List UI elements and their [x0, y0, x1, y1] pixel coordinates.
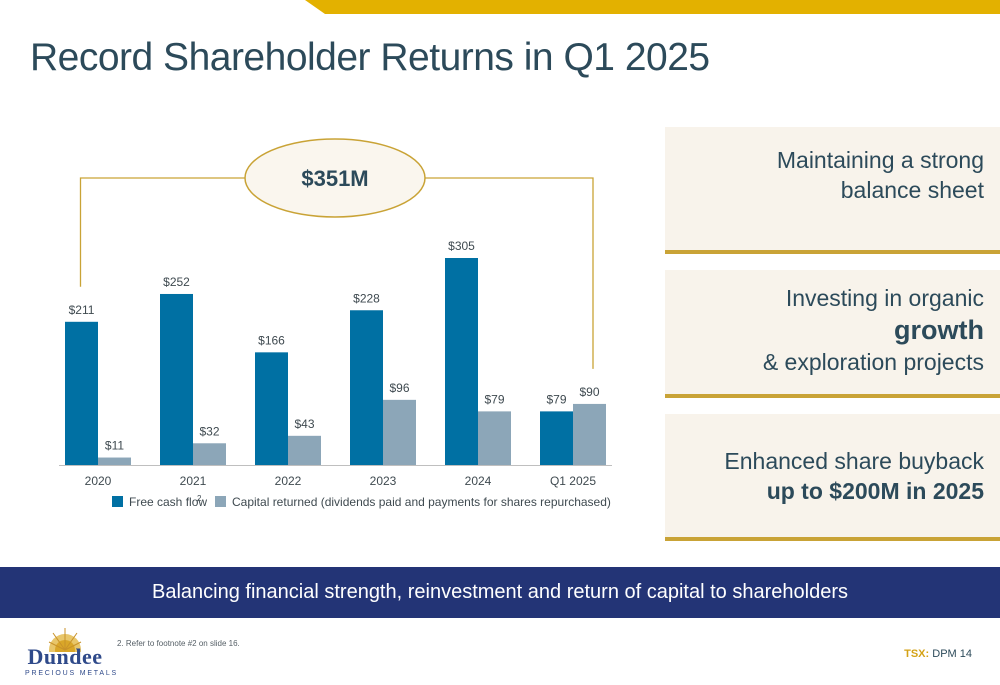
ticker-label: TSX: [904, 648, 930, 660]
panel-divider [665, 537, 1000, 541]
logo-subtitle: PRECIOUS METALS [25, 670, 118, 677]
sun-emblem-icon [48, 628, 82, 652]
x-tick-label-1: 2021 [180, 474, 207, 488]
callout-bracket-left [79, 177, 245, 287]
x-tick-label-2: 2022 [275, 474, 302, 488]
top-accent-bar [305, 0, 1000, 14]
bar-fcf-2 [255, 352, 288, 465]
total-callout-ellipse [244, 138, 426, 218]
data-label-capital-4: $79 [484, 392, 504, 406]
data-label-capital-2: $43 [294, 417, 314, 431]
bar-capital-0 [98, 457, 131, 465]
bar-fcf-1 [160, 293, 193, 465]
bar-fcf-4 [445, 258, 478, 465]
data-label-fcf-5: $79 [546, 392, 566, 406]
callout-bracket-right [425, 177, 594, 369]
legend-label-fcf: Free cash flow [129, 495, 207, 509]
bar-capital-2 [288, 435, 321, 465]
panel-share-buyback: Enhanced share buyback up to $200M in 20… [665, 414, 1000, 541]
legend-superscript: 2 [197, 494, 202, 503]
data-label-fcf-3: $228 [353, 291, 380, 305]
panel-1-line-1: Maintaining a strong [776, 147, 984, 173]
panel-organic-growth: Investing in organic growth & exploratio… [665, 270, 1000, 398]
x-tick-label-5: Q1 2025 [550, 474, 596, 488]
total-callout-label: $351M [301, 166, 368, 191]
data-label-capital-0: $11 [105, 439, 124, 453]
ticker-and-page: TSX: DPM 14 [904, 648, 972, 660]
bar-capital-3 [383, 399, 416, 465]
data-label-fcf-0: $211 [69, 303, 95, 317]
legend-swatch-fcf [112, 496, 123, 507]
bottom-banner: Balancing financial strength, reinvestme… [0, 567, 1000, 618]
bar-fcf-3 [350, 310, 383, 465]
legend-swatch-capital [215, 496, 226, 507]
x-tick-label-3: 2023 [370, 474, 397, 488]
bar-fcf-0 [65, 321, 98, 465]
legend-label-capital: Capital returned (dividends paid and pay… [232, 495, 611, 509]
panel-divider [665, 394, 1000, 398]
bar-fcf-5 [540, 411, 573, 465]
data-label-capital-5: $90 [579, 385, 599, 399]
panel-3-line-2: up to $200M in 2025 [766, 478, 984, 504]
page-title: Record Shareholder Returns in Q1 2025 [30, 36, 710, 79]
bar-chart: $351M $211 $11 2020 $252 $32 2021 $166 $43 2022 $2… [59, 138, 612, 509]
footnote: 2. Refer to footnote #2 on slide 16. [117, 639, 240, 648]
panel-1-line-2: balance sheet [840, 177, 984, 203]
company-logo: Dundee PRECIOUS METALS [25, 624, 118, 680]
panel-2-line-3: & exploration projects [762, 349, 984, 375]
panel-balance-sheet: Maintaining a strong balance sheet [665, 127, 1000, 254]
data-label-fcf-2: $166 [258, 333, 285, 347]
x-tick-label-4: 2024 [465, 474, 492, 488]
panel-divider [665, 250, 1000, 254]
panel-2-line-1: Investing in organic [785, 285, 984, 311]
ticker-value: DPM 14 [932, 648, 972, 660]
panel-2-line-2: growth [894, 315, 984, 345]
bar-capital-1 [193, 443, 226, 465]
data-label-fcf-4: $305 [448, 239, 475, 253]
logo-wordmark: Dundee [27, 644, 103, 669]
bar-capital-4 [478, 411, 511, 465]
x-tick-label-0: 2020 [85, 474, 112, 488]
data-label-capital-3: $96 [389, 381, 409, 395]
data-label-fcf-1: $252 [163, 275, 190, 289]
data-label-capital-1: $32 [199, 424, 219, 438]
bar-capital-5 [573, 403, 606, 465]
panel-3-line-1: Enhanced share buyback [724, 448, 984, 474]
